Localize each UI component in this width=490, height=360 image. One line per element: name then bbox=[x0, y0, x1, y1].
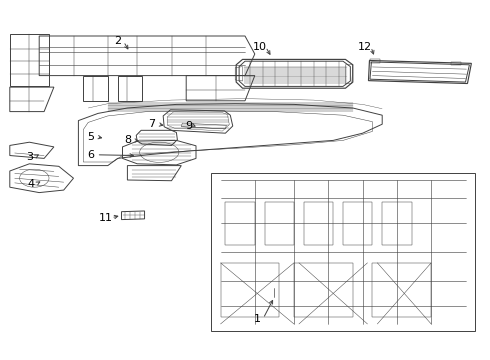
Text: 11: 11 bbox=[98, 213, 112, 223]
Text: 1: 1 bbox=[254, 314, 261, 324]
Text: 5: 5 bbox=[87, 132, 94, 142]
Text: 8: 8 bbox=[124, 135, 131, 145]
Text: 10: 10 bbox=[253, 42, 267, 52]
Text: 2: 2 bbox=[114, 36, 121, 46]
Text: 3: 3 bbox=[26, 152, 33, 162]
Text: 4: 4 bbox=[27, 179, 34, 189]
Text: 12: 12 bbox=[358, 42, 372, 52]
Text: 7: 7 bbox=[148, 119, 155, 129]
Text: 9: 9 bbox=[185, 121, 192, 131]
Text: 6: 6 bbox=[87, 150, 94, 160]
